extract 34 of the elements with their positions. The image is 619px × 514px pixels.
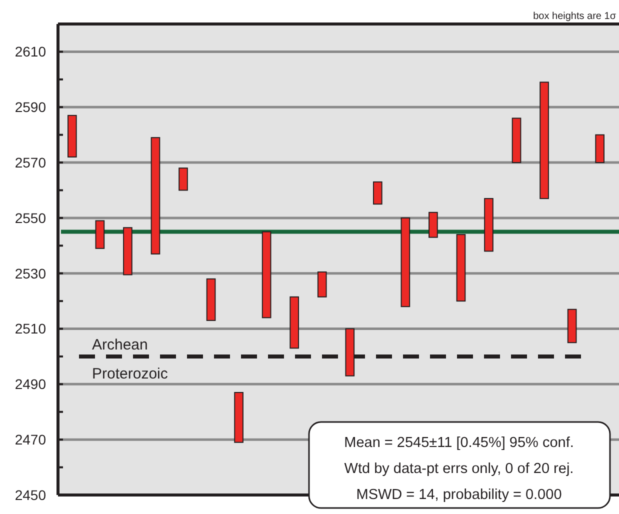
annotation: MSWD = 14, probability = 0.000 <box>356 487 562 503</box>
y-tick-label: 2610 <box>14 44 46 60</box>
bar <box>123 227 132 276</box>
y-tick-label: 2450 <box>14 486 46 503</box>
bar <box>540 82 549 200</box>
annotation: Mean = 2545±11 [0.45%] 95% conf. <box>344 435 574 451</box>
annotation: Proterozoic <box>92 365 168 382</box>
bar <box>234 392 244 443</box>
y-tick-label: 2550 <box>14 210 46 226</box>
annotation: Wtd by data-pt errs only, 0 of 20 rej. <box>344 461 574 477</box>
y-tick-label: 2470 <box>14 431 46 448</box>
y-tick-label: 2590 <box>14 99 46 116</box>
bar <box>262 231 272 318</box>
bar <box>595 134 604 164</box>
bar <box>484 198 494 252</box>
bar <box>428 212 438 238</box>
ref-line-label: Archean <box>92 336 148 354</box>
bar <box>206 278 216 321</box>
bar <box>290 296 300 349</box>
y-tick-label: 2510 <box>14 320 46 337</box>
bar <box>317 271 327 298</box>
bar <box>400 217 410 308</box>
bar <box>372 181 382 205</box>
bar <box>68 114 77 158</box>
bar <box>150 137 160 254</box>
bar <box>512 118 522 164</box>
bar <box>95 220 105 249</box>
bar <box>456 234 466 302</box>
bar <box>567 308 577 344</box>
y-tick-label: 2490 <box>14 376 46 392</box>
bar <box>178 168 188 191</box>
text: box heights are 1σ <box>533 11 617 22</box>
y-tick-label: 2530 <box>14 265 46 282</box>
y-tick-label: 2570 <box>14 154 46 170</box>
